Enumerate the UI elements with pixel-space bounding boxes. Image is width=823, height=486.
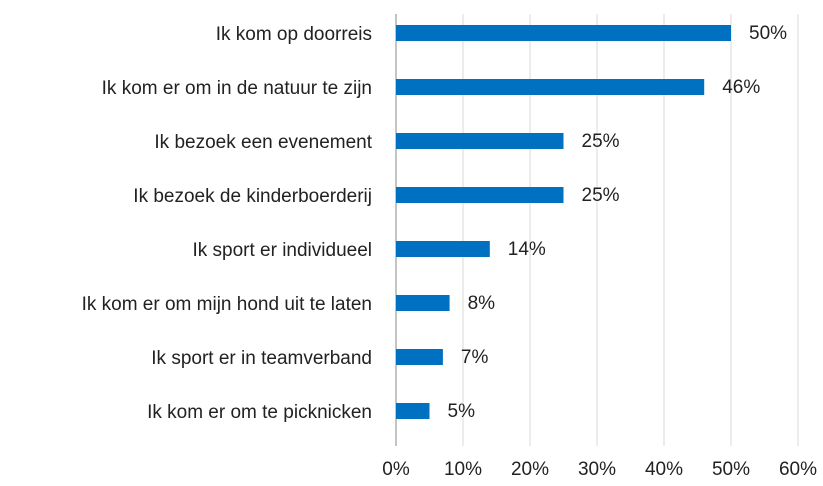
bar xyxy=(396,349,443,365)
x-tick-label: 30% xyxy=(578,459,616,480)
bar xyxy=(396,79,705,95)
y-tick-label: Ik sport er individueel xyxy=(192,240,372,261)
y-tick-label: Ik bezoek de kinderboerderij xyxy=(133,186,372,207)
data-label: 5% xyxy=(448,401,476,422)
y-tick-label: Ik kom er om te picknicken xyxy=(147,402,372,423)
data-label: 46% xyxy=(722,77,760,98)
data-label: 8% xyxy=(468,293,496,314)
x-tick-label: 60% xyxy=(779,459,817,480)
x-tick-label: 10% xyxy=(444,459,482,480)
x-tick-label: 50% xyxy=(712,459,750,480)
x-tick-label: 20% xyxy=(511,459,549,480)
y-tick-label: Ik bezoek een evenement xyxy=(154,132,372,153)
data-label: 7% xyxy=(461,347,489,368)
y-tick-label: Ik sport er in teamverband xyxy=(151,348,372,369)
data-label: 14% xyxy=(508,239,546,260)
bar xyxy=(396,133,564,149)
x-tick-label: 0% xyxy=(382,459,410,480)
x-tick-label: 40% xyxy=(645,459,683,480)
bar xyxy=(396,25,731,41)
bar xyxy=(396,187,564,203)
bar xyxy=(396,241,490,257)
bar xyxy=(396,403,430,419)
bar xyxy=(396,295,450,311)
y-tick-label: Ik kom op doorreis xyxy=(216,24,372,45)
data-label: 50% xyxy=(749,23,787,44)
y-tick-label: Ik kom er om in de natuur te zijn xyxy=(102,78,372,99)
data-label: 25% xyxy=(582,185,620,206)
y-tick-label: Ik kom er om mijn hond uit te laten xyxy=(82,294,372,315)
data-label: 25% xyxy=(582,131,620,152)
